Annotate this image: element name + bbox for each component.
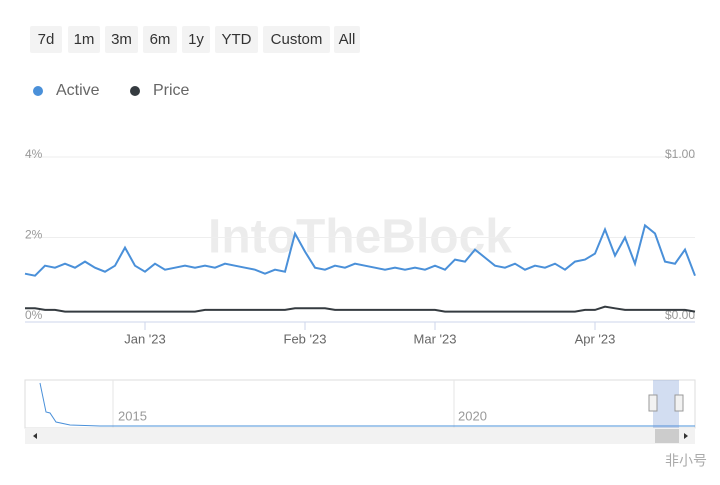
corner-watermark: 非小号 — [665, 453, 707, 469]
series-line — [24, 223, 696, 277]
button-label[interactable]: All — [339, 31, 356, 48]
legend-marker[interactable] — [130, 86, 140, 96]
range-button[interactable]: 7d — [30, 26, 62, 53]
scrollbar-thumb[interactable] — [655, 429, 679, 443]
button-bg[interactable] — [215, 26, 258, 53]
button-label[interactable]: 1y — [188, 31, 204, 48]
y-tick-label: 0% — [25, 308, 43, 322]
y-tick-label: 4% — [25, 147, 43, 161]
button-bg[interactable] — [263, 26, 330, 53]
navigator-line — [39, 382, 695, 427]
button-label[interactable]: Custom — [271, 31, 323, 48]
button-bg[interactable] — [105, 26, 138, 53]
navigator-label: 2015 — [118, 408, 147, 423]
button-bg[interactable] — [334, 26, 360, 53]
range-button[interactable]: All — [334, 26, 360, 53]
button-label[interactable]: YTD — [222, 31, 252, 48]
navigator-label: 2020 — [458, 408, 487, 423]
y2-tick-label: $1.00 — [665, 147, 695, 161]
range-button[interactable]: 6m — [143, 26, 177, 53]
button-bg[interactable] — [182, 26, 210, 53]
range-button[interactable]: YTD — [215, 26, 258, 53]
button-label[interactable]: 3m — [111, 31, 132, 48]
button-bg[interactable] — [143, 26, 177, 53]
x-tick-label: Apr '23 — [575, 331, 616, 346]
legend-marker[interactable] — [33, 86, 43, 96]
range-button[interactable]: Custom — [263, 26, 330, 53]
button-label[interactable]: 1m — [74, 31, 95, 48]
y-tick-label: 2% — [25, 228, 43, 242]
button-bg[interactable] — [30, 26, 62, 53]
scroll-left[interactable] — [33, 433, 37, 439]
scrollbar[interactable] — [25, 428, 695, 444]
navigator-handle[interactable] — [648, 394, 658, 412]
button-label[interactable]: 6m — [150, 31, 171, 48]
x-tick-label: Jan '23 — [124, 331, 166, 346]
x-tick-label: Feb '23 — [284, 331, 327, 346]
button-label[interactable]: 7d — [38, 31, 55, 48]
legend-label[interactable]: Price — [153, 82, 190, 99]
series-line — [25, 305, 696, 313]
range-button[interactable]: 1y — [182, 26, 210, 53]
y2-tick-label: $0.00 — [665, 308, 695, 322]
range-button[interactable]: 3m — [105, 26, 138, 53]
button-bg[interactable] — [68, 26, 100, 53]
legend-label[interactable]: Active — [56, 82, 100, 99]
range-button[interactable]: 1m — [68, 26, 100, 53]
scroll-right[interactable] — [684, 433, 688, 439]
x-tick-label: Mar '23 — [414, 331, 457, 346]
navigator-handle[interactable] — [674, 394, 684, 412]
